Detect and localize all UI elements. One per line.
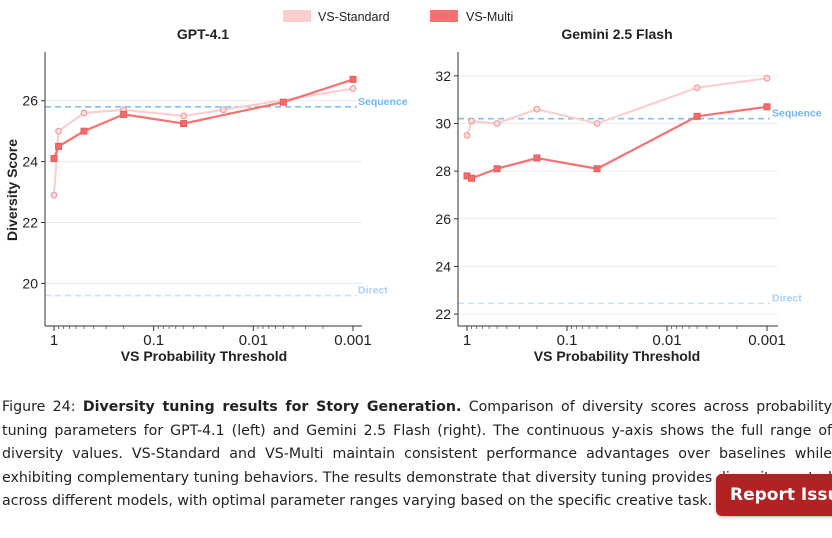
series-line-vs-standard — [465, 77, 768, 136]
data-point-vs-standard — [50, 191, 58, 199]
y-tick-label: 28 — [435, 163, 451, 179]
x-tick-label: 1 — [463, 332, 471, 349]
data-point-vs-standard — [349, 85, 357, 92]
figure-caption: Figure 24: Diversity tuning results for … — [2, 396, 832, 514]
data-point-vs-standard — [533, 105, 541, 113]
data-point-vs-multi — [593, 165, 601, 173]
x-tick-label: 0.1 — [557, 332, 578, 349]
baselines: Sequence Direct — [458, 108, 822, 304]
data-point-vs-multi — [120, 110, 128, 118]
series — [463, 74, 771, 182]
chart-title: GPT-4.1 — [177, 26, 229, 42]
data-point-vs-standard — [219, 106, 227, 114]
y-axis-label: Diversity Score — [4, 139, 20, 241]
data-point-vs-multi — [693, 112, 701, 120]
data-point-vs-standard — [693, 84, 701, 92]
data-point-vs-standard — [80, 109, 88, 117]
y-tick-label: 32 — [435, 68, 451, 84]
caption-title: Diversity tuning results for Story Gener… — [82, 399, 462, 415]
x-ticks: 1 0.1 0.01 0.001 — [50, 326, 372, 349]
data-point-vs-multi — [180, 120, 188, 128]
data-point-vs-multi — [493, 165, 501, 173]
x-ticks: 1 0.1 0.01 0.001 — [463, 326, 786, 349]
data-point-vs-standard — [493, 120, 501, 127]
series-line-vs-standard — [52, 87, 354, 196]
data-point-vs-multi — [50, 155, 58, 163]
legend-swatch-vs-standard — [283, 10, 311, 22]
x-tick-label: 0.001 — [748, 332, 786, 349]
caption-label: Figure 24: — [2, 399, 76, 415]
chart-title: Gemini 2.5 Flash — [561, 26, 672, 42]
baseline-direct-label: Direct — [772, 292, 802, 304]
legend-label-vs-multi: VS-Multi — [466, 10, 513, 24]
data-point-vs-multi — [80, 127, 88, 135]
data-point-vs-multi — [349, 75, 357, 83]
x-tick-label: 0.01 — [652, 332, 681, 349]
data-point-vs-standard — [463, 131, 471, 139]
data-point-vs-multi — [279, 98, 287, 106]
caption-body: Comparison of diversity scores across pr… — [2, 399, 832, 510]
y-tick-label: 24 — [22, 154, 38, 170]
y-tick-label: 22 — [435, 306, 451, 322]
x-tick-label: 0.001 — [334, 332, 372, 349]
x-tick-label: 0.1 — [143, 332, 164, 349]
legend-label-vs-standard: VS-Standard — [318, 10, 390, 24]
chart-panel-gemini: Gemini 2.5 Flash Sequence Direct 22 24 26 28… — [435, 26, 821, 364]
series — [50, 75, 357, 199]
data-point-vs-standard — [763, 74, 771, 82]
chart-panel-gpt41: GPT-4.1 Sequence Direct 20 22 24 26 1 0.1 0.01… — [4, 26, 408, 364]
data-point-vs-standard — [180, 112, 188, 120]
x-axis-label: VS Probability Threshold — [121, 348, 287, 364]
data-point-vs-standard — [593, 120, 601, 127]
y-ticks: 20 22 24 26 — [22, 93, 45, 291]
data-point-vs-multi — [763, 103, 771, 111]
legend: VS-Standard VS-Multi — [283, 10, 513, 24]
y-tick-label: 24 — [435, 258, 451, 274]
data-point-vs-standard — [468, 117, 475, 125]
data-point-vs-standard — [55, 127, 62, 135]
series-line-vs-multi — [52, 78, 354, 159]
baseline-direct-label: Direct — [358, 285, 388, 297]
baseline-sequence-label: Sequence — [772, 108, 822, 120]
grid-lines — [45, 100, 362, 284]
y-ticks: 22 24 26 28 30 32 — [435, 68, 458, 322]
x-tick-label: 1 — [50, 332, 58, 349]
data-point-vs-multi — [468, 174, 476, 182]
report-issue-button[interactable]: Report Issue — [716, 474, 832, 516]
data-point-vs-multi — [533, 154, 541, 162]
baselines: Sequence Direct — [45, 96, 408, 297]
baseline-sequence-label: Sequence — [358, 96, 408, 108]
y-tick-label: 22 — [22, 214, 38, 230]
data-point-vs-multi — [55, 142, 63, 150]
x-axis-label: VS Probability Threshold — [534, 348, 700, 364]
figure: VS-Standard VS-Multi GPT-4.1 Sequence Dir… — [4, 10, 822, 364]
grid-lines — [458, 75, 778, 315]
y-tick-label: 30 — [435, 115, 451, 131]
y-tick-label: 26 — [22, 93, 38, 109]
x-tick-label: 0.01 — [239, 332, 268, 349]
y-tick-label: 26 — [435, 211, 451, 227]
legend-swatch-vs-multi — [430, 10, 458, 22]
y-tick-label: 20 — [22, 275, 38, 291]
